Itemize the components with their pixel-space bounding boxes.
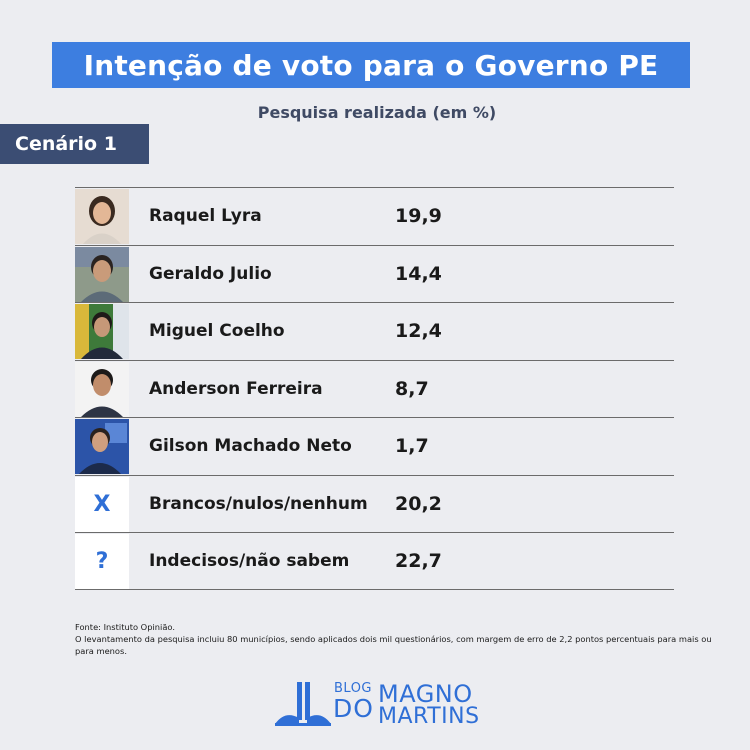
table-row: Anderson Ferreira 8,7 [75, 359, 674, 418]
logo-magno-text: MAGNO [378, 680, 473, 708]
vote-value: 1,7 [395, 435, 429, 458]
scenario-badge: Cenário 1 [0, 124, 149, 164]
option-name: Indecisos/não sabem [149, 550, 350, 571]
blog-logo: BLOG DO MAGNO MARTINS [275, 680, 479, 730]
candidate-photo-icon [75, 419, 129, 474]
x-icon: X [75, 476, 129, 532]
candidate-name: Geraldo Julio [149, 263, 272, 284]
x-glyph: X [93, 491, 111, 517]
candidate-name: Raquel Lyra [149, 206, 262, 227]
results-table: Raquel Lyra 19,9 Geraldo Julio 14,4 Migu… [75, 187, 674, 590]
table-row: Miguel Coelho 12,4 [75, 302, 674, 360]
table-row: X Brancos/nulos/nenhum 20,2 [75, 474, 674, 533]
candidate-photo-icon [75, 361, 129, 417]
candidate-photo-icon [75, 304, 129, 359]
vote-value: 14,4 [395, 262, 442, 285]
vote-value: 12,4 [395, 320, 442, 343]
source-text: Fonte: Instituto Opinião. [75, 622, 175, 632]
table-row: ? Indecisos/não sabem 22,7 [75, 532, 674, 590]
candidate-name: Anderson Ferreira [149, 378, 323, 399]
question-glyph: ? [95, 549, 109, 574]
table-row: Raquel Lyra 19,9 [75, 187, 674, 245]
question-icon: ? [75, 534, 129, 589]
vote-value: 8,7 [395, 377, 429, 400]
candidate-name: Gilson Machado Neto [149, 436, 352, 457]
title-banner: Intenção de voto para o Governo PE [52, 42, 690, 88]
logo-martins-text: MARTINS [378, 704, 480, 729]
methodology-text: O levantamento da pesquisa incluiu 80 mu… [75, 634, 712, 656]
page-title: Intenção de voto para o Governo PE [83, 48, 659, 82]
option-name: Brancos/nulos/nenhum [149, 493, 368, 514]
subtitle: Pesquisa realizada (em %) [257, 103, 497, 122]
logo-blog-text: BLOG [334, 681, 373, 696]
candidate-photo-icon [75, 246, 129, 302]
vote-value: 22,7 [395, 549, 442, 572]
table-row: Gilson Machado Neto 1,7 [75, 417, 674, 475]
building-logo-icon [275, 682, 331, 726]
footer-note: Fonte: Instituto Opinião. O levantamento… [75, 621, 715, 657]
vote-value: 19,9 [395, 205, 442, 228]
table-row: Geraldo Julio 14,4 [75, 244, 674, 303]
candidate-name: Miguel Coelho [149, 321, 285, 342]
candidate-photo-icon [75, 189, 129, 244]
vote-value: 20,2 [395, 492, 442, 515]
logo-do-text: DO [333, 694, 374, 723]
